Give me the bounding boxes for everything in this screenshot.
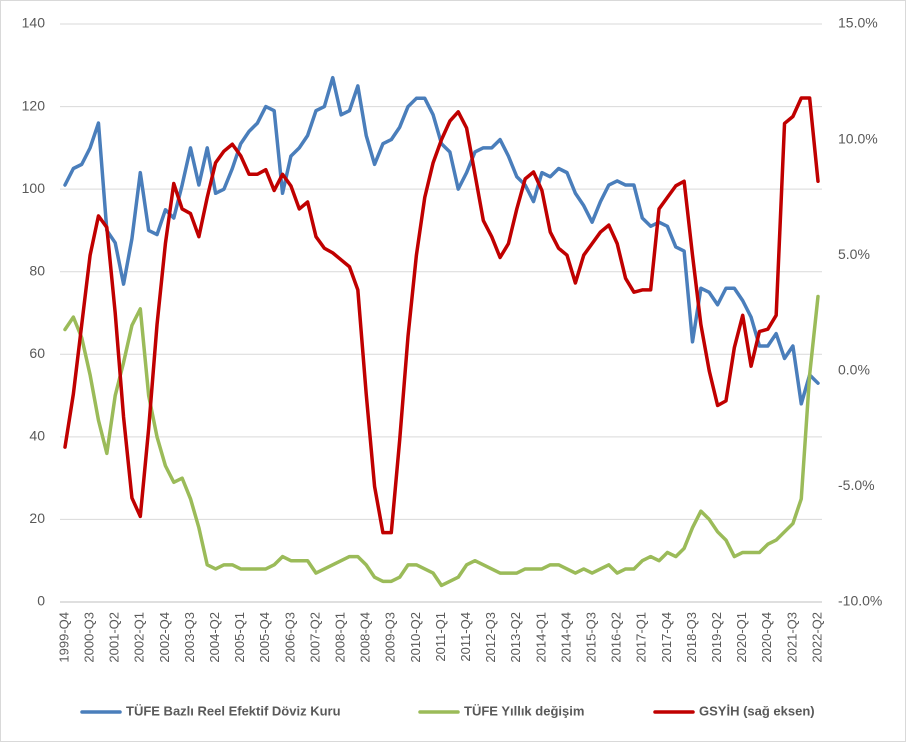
y2-tick-label: 5.0% <box>838 246 870 262</box>
x-tick-label: 2013-Q2 <box>508 612 523 663</box>
x-tick-label: 2002-Q4 <box>157 612 172 663</box>
legend-label: TÜFE Yıllık değişim <box>464 703 584 718</box>
x-tick-label: 2020-Q1 <box>734 612 749 663</box>
x-tick-label: 2005-Q1 <box>232 612 247 663</box>
y2-tick-label: 10.0% <box>838 130 878 146</box>
y-tick-label: 140 <box>22 15 46 31</box>
y-tick-label: 120 <box>22 97 46 113</box>
x-tick-label: 2004-Q2 <box>207 612 222 663</box>
x-tick-label: 2000-Q3 <box>82 612 97 663</box>
x-tick-label: 2002-Q1 <box>132 612 147 663</box>
series-line <box>63 96 820 535</box>
y2-tick-label: -10.0% <box>838 593 882 609</box>
y-tick-label: 0 <box>37 593 45 609</box>
x-tick-label: 2006-Q3 <box>282 612 297 663</box>
x-tick-label: 2014-Q1 <box>533 612 548 663</box>
x-tick-label: 2017-Q1 <box>634 612 649 663</box>
x-tick-label: 2021-Q3 <box>784 612 799 663</box>
x-tick-label: 2008-Q1 <box>333 612 348 663</box>
x-tick-label: 2005-Q4 <box>257 612 272 663</box>
x-tick-label: 2011-Q4 <box>458 612 473 662</box>
x-tick-label: 2008-Q4 <box>358 612 373 663</box>
y-tick-label: 100 <box>22 180 46 196</box>
x-tick-label: 2001-Q2 <box>107 612 122 663</box>
legend-label: TÜFE Bazlı Reel Efektif Döviz Kuru <box>126 703 341 718</box>
y-tick-label: 60 <box>29 345 45 361</box>
x-tick-label: 2019-Q2 <box>709 612 724 663</box>
x-tick-label: 2018-Q3 <box>684 612 699 663</box>
x-tick-label: 2015-Q3 <box>584 612 599 663</box>
series-line <box>63 294 820 588</box>
y2-tick-label: -5.0% <box>838 477 875 493</box>
legend-label: GSYİH (sağ eksen) <box>699 703 815 718</box>
x-tick-label: 2014-Q4 <box>558 612 573 663</box>
x-tick-label: 2020-Q4 <box>759 612 774 663</box>
y-tick-label: 40 <box>29 428 45 444</box>
x-tick-label: 2017-Q4 <box>659 612 674 663</box>
y-tick-label: 80 <box>29 262 45 278</box>
y-tick-label: 20 <box>29 510 45 526</box>
x-tick-label: 1999-Q4 <box>56 612 71 663</box>
y2-tick-label: 0.0% <box>838 362 870 378</box>
x-tick-label: 2009-Q3 <box>383 612 398 663</box>
x-tick-label: 2016-Q2 <box>609 612 624 663</box>
x-tick-label: 2003-Q3 <box>182 612 197 663</box>
x-tick-label: 2022-Q2 <box>809 612 824 663</box>
x-tick-label: 2010-Q2 <box>408 612 423 663</box>
x-tick-label: 2011-Q1 <box>433 612 448 662</box>
x-tick-label: 2012-Q3 <box>483 612 498 663</box>
x-tick-label: 2007-Q2 <box>307 612 322 663</box>
y2-tick-label: 15.0% <box>838 15 878 31</box>
